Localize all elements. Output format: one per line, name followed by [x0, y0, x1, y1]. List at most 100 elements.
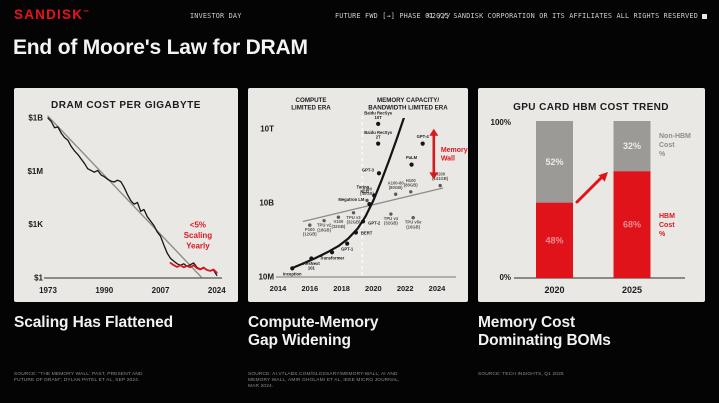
x-tick: 2024 [429, 284, 447, 293]
source-note-2: SOURCE: AI.V7LABS.COM/GLOSSARY/MEMORY-WA… [248, 372, 400, 390]
model-point-label: Turing NLG [356, 184, 369, 194]
hw-point [409, 190, 413, 194]
hw-point [351, 211, 356, 215]
hbm-segment [613, 171, 651, 278]
sandisk-logo-text: SANDISK [14, 7, 84, 22]
model-point-label: BERT [361, 231, 373, 236]
model-point-label: PaLM [406, 155, 418, 160]
model-point-label: Inception [283, 271, 302, 276]
memory-wall-arrow [429, 128, 439, 180]
x-axis-labels: 1973 1990 2007 2024 [39, 286, 226, 295]
hw-memory-growth [302, 187, 444, 223]
model-point-label: Baidu RecSys 2T [364, 130, 393, 140]
x-axis-labels: 2014 2016 2018 2020 2022 2024 [270, 284, 447, 293]
caption-memory-cost-boms: Memory Cost Dominating BOMs [478, 314, 611, 349]
y-axis-labels: $1B $1M $1K $1 [27, 113, 43, 282]
y-tick-100: 100% [491, 118, 511, 127]
hw-point [322, 218, 326, 223]
model-point [345, 241, 350, 246]
source-note-3: SOURCE: TECH INSIGHTS, Q1 2025 [478, 372, 564, 377]
hw-point [365, 198, 369, 203]
source-note-1: SOURCE: "THE MEMORY WALL: PAST, PRESENT … [14, 372, 143, 384]
y-tick: $1 [34, 274, 43, 283]
hw-point [411, 216, 415, 220]
hw-point-label: P100 (12GB) [303, 227, 317, 237]
y-tick: 10M [258, 273, 274, 282]
model-point-label: GPT-4 [417, 134, 430, 139]
hw-point-label: TPU v2 (16GB) [317, 223, 332, 233]
x-tick: 1990 [95, 286, 113, 295]
model-point [309, 256, 314, 261]
hbm-value: 48% [545, 235, 563, 245]
model-point [376, 141, 381, 146]
model-point-label: GPT-2 [368, 220, 381, 225]
hw-point [336, 215, 341, 219]
panel-compute-memory-gap: COMPUTE LIMITED ERA MEMORY CAPACITY/BANDWI… [248, 88, 468, 302]
non-hbm-value: 52% [545, 157, 563, 167]
x-tick: 2018 [333, 284, 350, 293]
hw-point [438, 183, 442, 188]
y-tick: 10B [259, 198, 274, 207]
model-point [290, 266, 295, 271]
chart-title: DRAM COST PER GIGABYTE [51, 100, 201, 111]
model-point-label: Baidu RecSys 10T [364, 110, 393, 120]
caption-compute-memory-gap: Compute-Memory Gap Widening [248, 314, 379, 349]
x-tick: 2025 [622, 285, 642, 295]
trademark-symbol: ™ [83, 10, 90, 16]
scaling-annotation: <5% Scaling Yearly [184, 220, 213, 250]
model-point [367, 202, 372, 207]
chart-title: GPU CARD HBM COST TREND [513, 102, 669, 113]
model-point [360, 219, 366, 224]
panel-dram-cost: DRAM COST PER GIGABYTE $1B $1M $1K $1 1973 199… [14, 88, 238, 302]
x-tick: 2014 [270, 284, 288, 293]
model-point [372, 193, 377, 198]
model-point [409, 162, 414, 167]
hw-point-label: H200 (141GB) [432, 172, 449, 182]
model-point-label: Megatron LM [338, 197, 365, 202]
model-point [353, 230, 359, 235]
x-tick: 2007 [152, 286, 170, 295]
x-tick: 2020 [544, 285, 564, 295]
x-tick: 1973 [39, 286, 57, 295]
bar-2020: 52% 48% [536, 121, 573, 278]
model-point-label: ResNext 101 [303, 261, 320, 271]
slide-title: End of Moore's Law for DRAM [13, 36, 308, 59]
moores-law-trend-line [47, 115, 203, 278]
model-point-label: GPT-1 [341, 247, 354, 252]
hw-point-label: A100 (40GB) [360, 186, 374, 196]
bar-2025: 32% 68% [613, 121, 651, 278]
model-point [376, 171, 382, 176]
y-tick: $1M [27, 167, 43, 176]
hw-point [308, 223, 312, 227]
panel-hbm-cost-trend: GPU CARD HBM COST TREND 100% 0% 52% 48% 2020 3… [478, 88, 705, 302]
hw-point-label: A100-80 (80GB) [388, 180, 405, 190]
header-investor-day: INVESTOR DAY [190, 12, 242, 20]
header-copyright: ©2025 SANDISK CORPORATION OR ITS AFFILIA… [428, 12, 707, 20]
model-point [329, 250, 335, 255]
caption-scaling-flattened: Scaling Has Flattened [14, 314, 173, 331]
x-tick: 2020 [365, 284, 382, 293]
dram-cost-per-gigabyte-chart: DRAM COST PER GIGABYTE $1B $1M $1K $1 1973 199… [27, 100, 226, 295]
hbm-segment [536, 202, 573, 278]
legend-non-hbm: Non-HBM Cost% [659, 133, 691, 158]
flattened-scaling-recent [169, 261, 218, 274]
era-label-memory: MEMORY CAPACITY/BANDWIDTH LIMITED ERA [368, 97, 448, 112]
filled-square-icon [702, 13, 707, 19]
non-hbm-segment [613, 121, 651, 172]
model-point [376, 121, 381, 126]
hw-points: P100 (12GB)TPU v2 (16GB)V100 (32GB)TPU v3 (3… [303, 172, 449, 237]
model-point-label: GPT-3 [362, 167, 375, 172]
sandisk-logo: SANDISK™ [14, 7, 89, 22]
legend-hbm: HBM Cost% [659, 213, 675, 238]
y-axis-labels: 10T 10B 10M [258, 124, 274, 281]
y-tick: 10T [260, 124, 274, 133]
non-hbm-value: 32% [623, 141, 641, 151]
hw-point-label: TPU v5e (16GB) [405, 220, 422, 230]
hw-point [389, 212, 393, 216]
x-tick: 2022 [397, 284, 414, 293]
hw-point-label: H100 (80GB) [404, 178, 418, 188]
compute-memory-gap-chart: COMPUTE LIMITED ERA MEMORY CAPACITY/BANDWI… [258, 97, 467, 293]
hw-point [393, 192, 398, 196]
model-point-label: Transformer [320, 255, 345, 260]
